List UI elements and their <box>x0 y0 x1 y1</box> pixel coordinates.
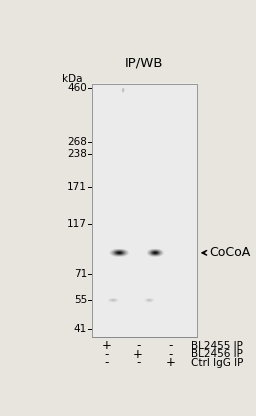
Text: 268: 268 <box>67 137 87 147</box>
Text: BL2455 IP: BL2455 IP <box>191 341 243 351</box>
Text: 117: 117 <box>67 219 87 229</box>
Text: +: + <box>133 348 143 361</box>
Text: -: - <box>169 339 173 352</box>
Text: Ctrl IgG IP: Ctrl IgG IP <box>191 358 243 368</box>
Text: BL2456 IP: BL2456 IP <box>191 349 243 359</box>
Text: 41: 41 <box>74 324 87 334</box>
Text: 71: 71 <box>74 269 87 279</box>
Text: -: - <box>104 357 109 369</box>
Text: -: - <box>169 348 173 361</box>
Text: 55: 55 <box>74 295 87 305</box>
Text: 171: 171 <box>67 181 87 191</box>
Text: kDa: kDa <box>62 74 83 84</box>
Text: -: - <box>136 339 140 352</box>
Text: -: - <box>136 357 140 369</box>
Bar <box>92 84 197 337</box>
Text: CoCoA: CoCoA <box>210 246 251 259</box>
Text: 460: 460 <box>67 83 87 93</box>
Bar <box>92 84 197 337</box>
Text: IP/WB: IP/WB <box>125 56 163 69</box>
Text: +: + <box>166 357 176 369</box>
Text: +: + <box>101 339 111 352</box>
Text: 238: 238 <box>67 149 87 158</box>
Text: -: - <box>104 348 109 361</box>
